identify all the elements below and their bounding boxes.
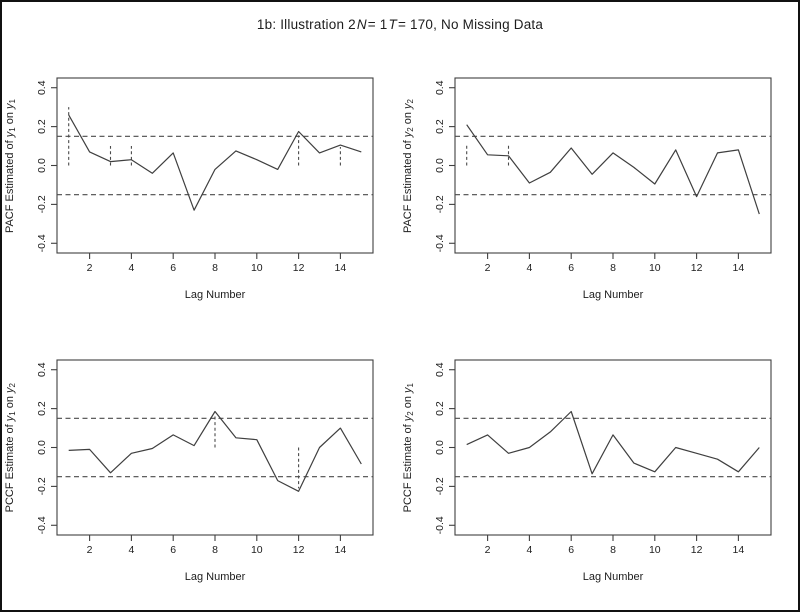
plot-svg: -0.4 -0.2 0.0 0.2 0.4 2 4 6 8 10 12 14 Lag Number — [36, 77, 374, 301]
x-tick-label: 6 — [170, 544, 176, 556]
x-tick-label: 12 — [691, 544, 703, 556]
x-axis: 2 4 6 8 10 12 14 Lag Number — [87, 253, 347, 301]
confidence-bands — [57, 135, 373, 196]
y-tick-label: 0.4 — [434, 362, 446, 377]
x-tick-label: 4 — [128, 262, 134, 274]
y-tick-label: 0.2 — [434, 401, 446, 416]
y-tick-label: 0.0 — [36, 440, 48, 455]
x-tick-label: 12 — [691, 262, 703, 274]
y-tick-label: 0.2 — [36, 401, 48, 416]
series-line — [68, 114, 362, 211]
y-axis: -0.4 -0.2 0.0 0.2 0.4 — [36, 362, 57, 534]
x-axis: 2 4 6 8 10 12 14 Lag Number — [485, 253, 745, 301]
plot-cell: PCCF Estimate of y2 on y1 -0.4 -0.2 0.0 0.2… — [400, 328, 798, 610]
x-tick-label: 6 — [170, 262, 176, 274]
x-tick-label: 10 — [251, 544, 263, 556]
confidence-bands — [455, 135, 771, 196]
plot-cell: PCCF Estimate of y1 on y2 -0.4 -0.2 0.0 0.2… — [2, 328, 400, 610]
x-axis-title: Lag Number — [185, 289, 246, 301]
x-tick-label: 8 — [610, 262, 616, 274]
plot-box — [56, 77, 374, 254]
x-axis: 2 4 6 8 10 12 14 Lag Number — [485, 535, 745, 583]
plot-svg: -0.4 -0.2 0.0 0.2 0.4 2 4 6 8 10 12 14 Lag Number — [36, 359, 374, 583]
significance-vlines — [68, 107, 341, 166]
chart-title: 1b: Illustration 2 N = 1 T = 170, No Missi… — [256, 16, 544, 32]
y-tick-label: 0.0 — [434, 158, 446, 173]
series-line — [466, 410, 760, 475]
plot-cell: PACF Estimated of y1 on y1 -0.4 -0.2 0.0 0.… — [2, 46, 400, 328]
y-tick-label: -0.2 — [434, 477, 446, 495]
x-tick-label: 4 — [526, 544, 532, 556]
x-tick-label: 4 — [526, 262, 532, 274]
y-tick-label: 0.0 — [434, 440, 446, 455]
plot-cell: PACF Estimated of y2 on y2 -0.4 -0.2 0.0 0.… — [400, 46, 798, 328]
x-tick-label: 2 — [87, 544, 93, 556]
x-tick-label: 2 — [87, 262, 93, 274]
y-tick-label: -0.4 — [434, 234, 446, 252]
y-tick-label: -0.2 — [36, 195, 48, 213]
y-axis-title: PCCF Estimate of y2 on y1 — [402, 383, 416, 513]
y-tick-label: -0.4 — [36, 234, 48, 252]
confidence-bands — [455, 417, 771, 478]
y-tick-label: -0.4 — [36, 516, 48, 534]
x-tick-label: 12 — [293, 544, 305, 556]
x-tick-label: 14 — [733, 262, 745, 274]
y-tick-label: 0.2 — [434, 119, 446, 134]
x-tick-label: 8 — [212, 262, 218, 274]
significance-vlines — [214, 415, 300, 489]
plot-box — [454, 77, 772, 254]
x-tick-label: 14 — [733, 544, 745, 556]
x-tick-label: 14 — [335, 544, 347, 556]
y-axis: -0.4 -0.2 0.0 0.2 0.4 — [434, 80, 455, 252]
y-tick-label: 0.0 — [36, 158, 48, 173]
x-axis: 2 4 6 8 10 12 14 Lag Number — [87, 535, 347, 583]
y-axis-title: PACF Estimated of y2 on y2 — [402, 98, 416, 234]
y-tick-label: 0.4 — [434, 80, 446, 95]
x-tick-label: 10 — [251, 262, 263, 274]
plot-grid: PACF Estimated of y1 on y1 -0.4 -0.2 0.0 0.… — [2, 46, 798, 610]
series-line — [466, 124, 760, 215]
y-axis-title: PCCF Estimate of y1 on y2 — [4, 383, 18, 513]
x-tick-label: 8 — [610, 544, 616, 556]
y-tick-label: -0.2 — [434, 195, 446, 213]
plot-svg: -0.4 -0.2 0.0 0.2 0.4 2 4 6 8 10 12 14 Lag Number — [434, 77, 772, 301]
plot-svg: -0.4 -0.2 0.0 0.2 0.4 2 4 6 8 10 12 14 Lag Number — [434, 359, 772, 583]
y-axis-title: PACF Estimated of y1 on y1 — [4, 98, 18, 234]
x-tick-label: 12 — [293, 262, 305, 274]
x-tick-label: 6 — [568, 262, 574, 274]
x-tick-label: 10 — [649, 262, 661, 274]
x-tick-label: 6 — [568, 544, 574, 556]
y-axis: -0.4 -0.2 0.0 0.2 0.4 — [434, 362, 455, 534]
x-axis-title: Lag Number — [583, 289, 644, 301]
y-tick-label: -0.2 — [36, 477, 48, 495]
series-line — [68, 410, 362, 492]
y-tick-label: 0.4 — [36, 362, 48, 377]
y-tick-label: 0.4 — [36, 80, 48, 95]
x-tick-label: 2 — [485, 262, 491, 274]
x-axis-title: Lag Number — [185, 571, 246, 583]
x-tick-label: 2 — [485, 544, 491, 556]
x-tick-label: 8 — [212, 544, 218, 556]
y-tick-label: 0.2 — [36, 119, 48, 134]
x-tick-label: 10 — [649, 544, 661, 556]
x-tick-label: 4 — [128, 544, 134, 556]
significance-vlines — [466, 145, 510, 166]
y-tick-label: -0.4 — [434, 516, 446, 534]
x-tick-label: 14 — [335, 262, 347, 274]
x-axis-title: Lag Number — [583, 571, 644, 583]
y-axis: -0.4 -0.2 0.0 0.2 0.4 — [36, 80, 57, 252]
